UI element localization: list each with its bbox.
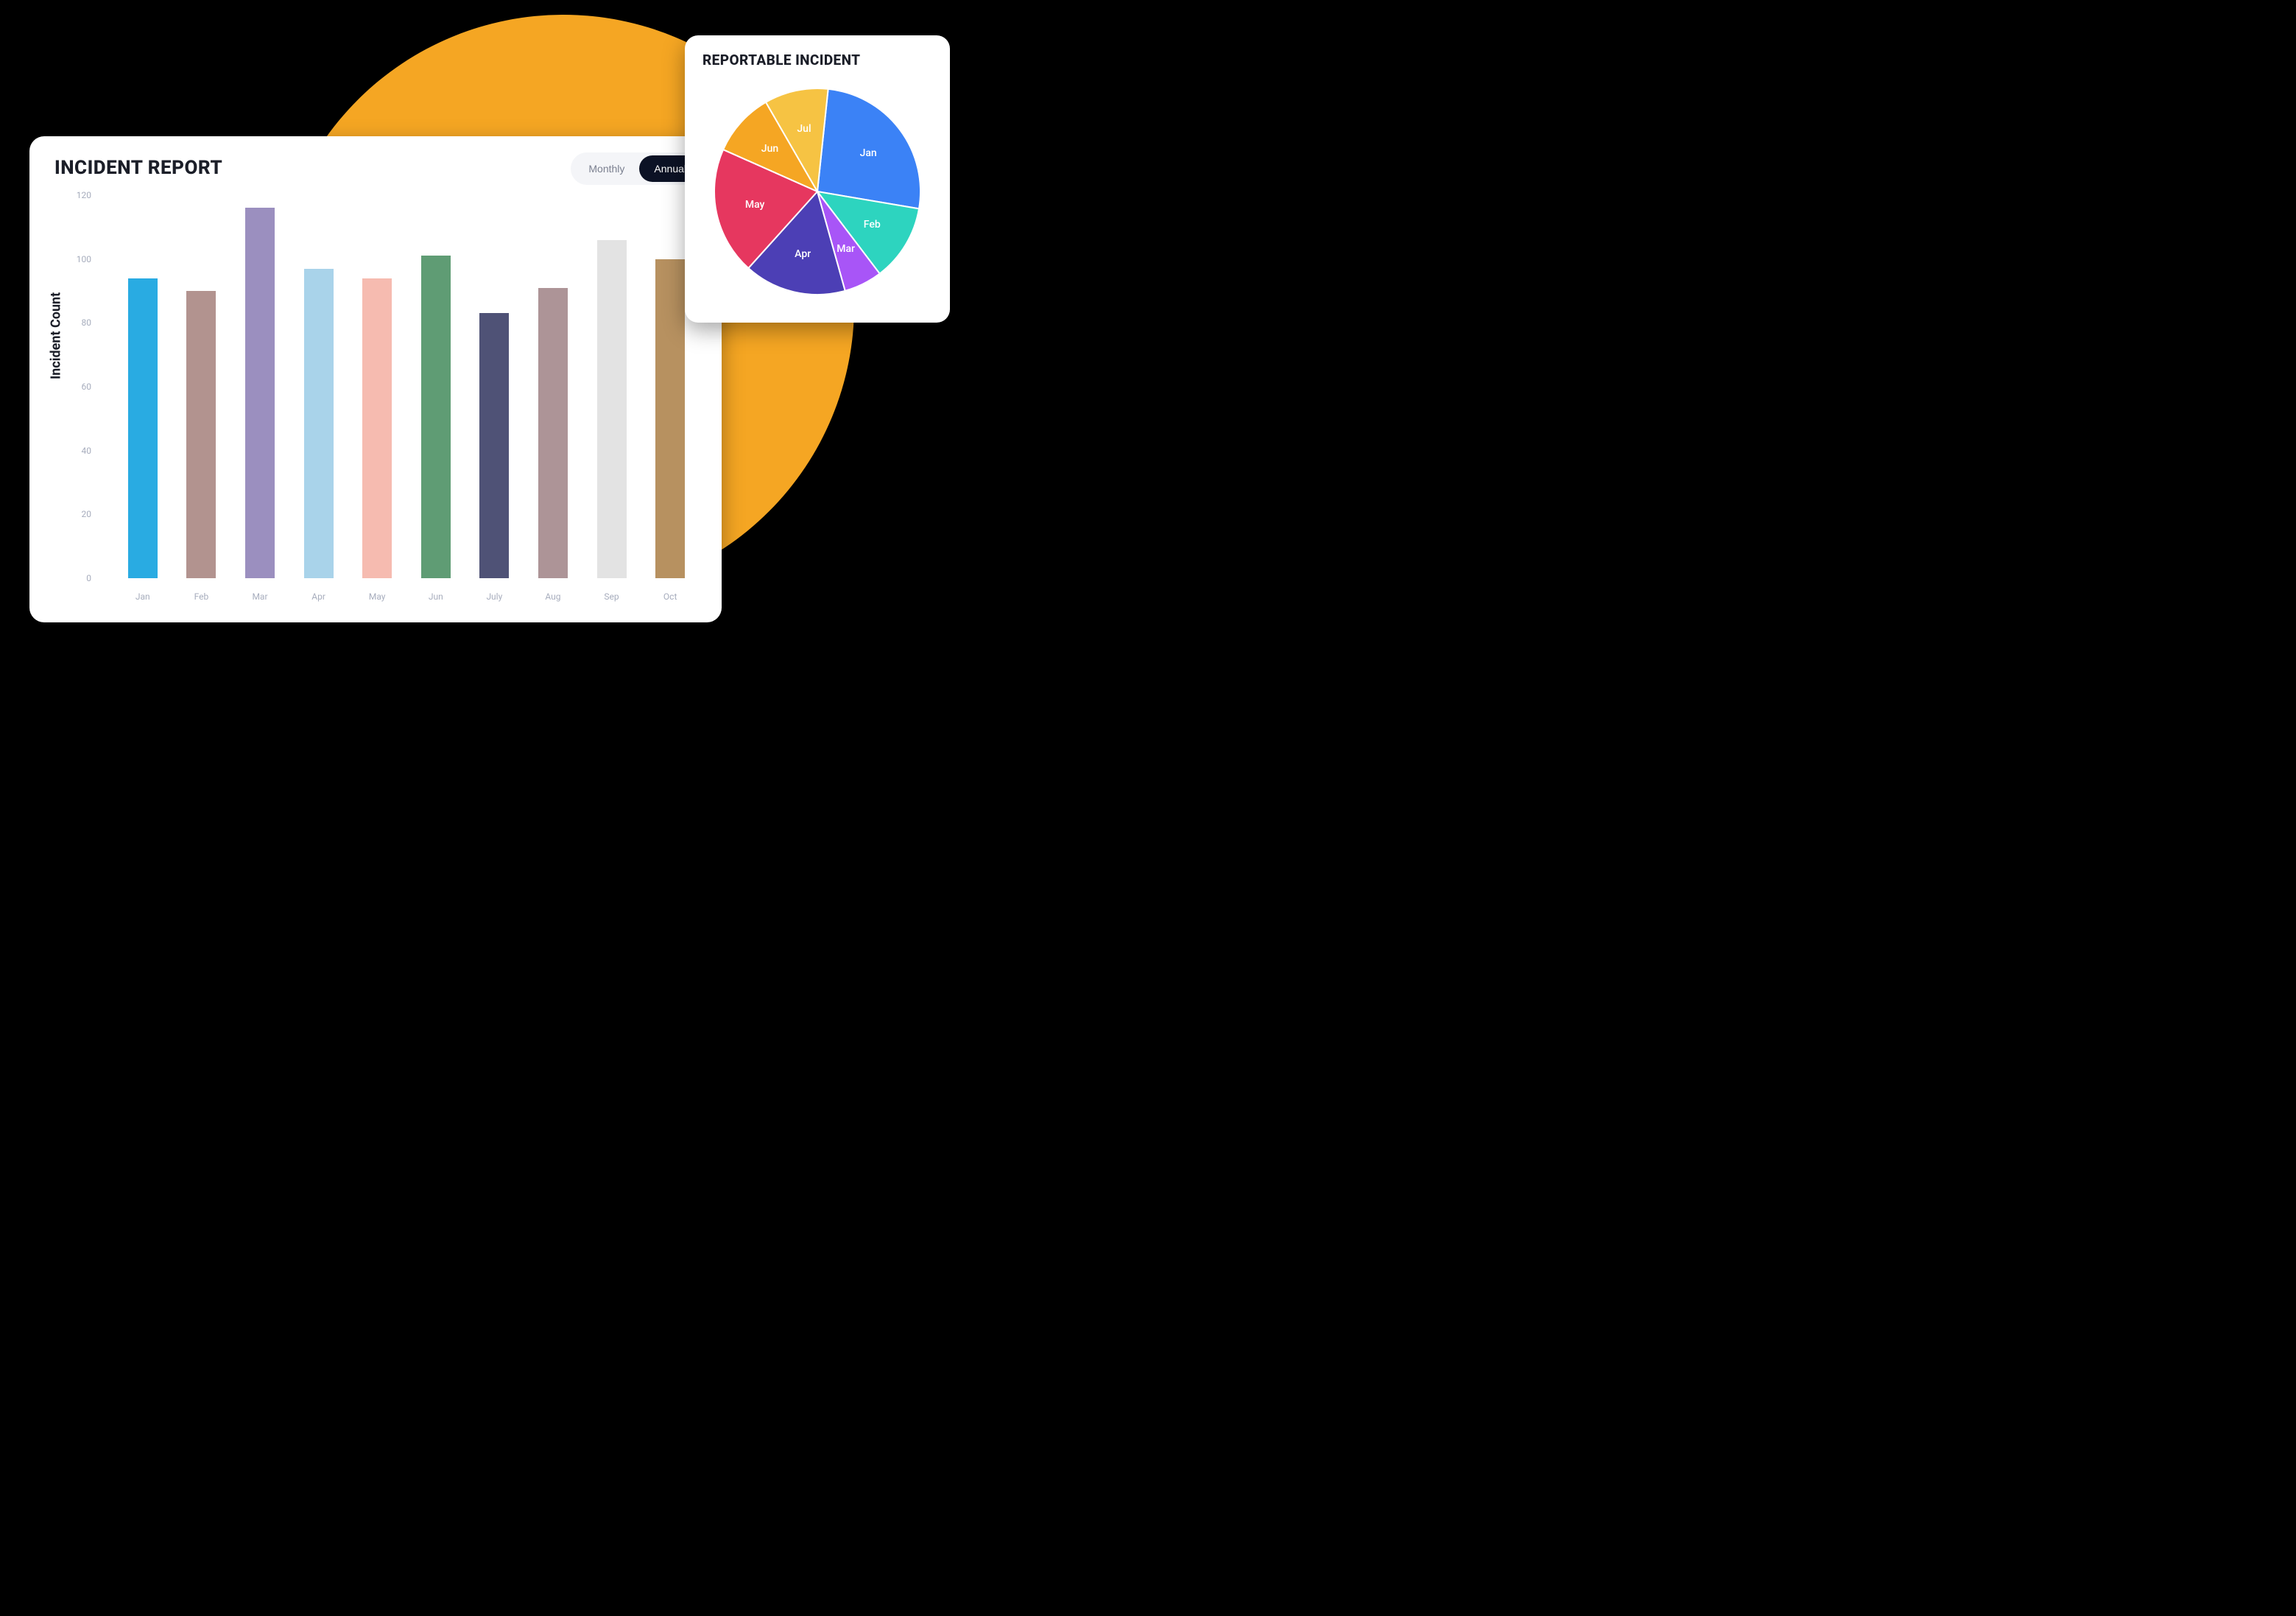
bar: [655, 259, 685, 578]
bar-chart-ytick: 60: [71, 382, 91, 392]
bar-column: [524, 195, 582, 578]
bar-chart-xlabel: Apr: [289, 591, 348, 602]
bar: [245, 208, 275, 578]
bar: [538, 288, 568, 578]
pie-chart: JanFebMarAprMayJunJul: [711, 85, 924, 298]
bar-chart-ytick: 20: [71, 509, 91, 519]
bar-chart-ylabel: Incident Count: [49, 292, 64, 379]
bar-chart-ytick: 40: [71, 446, 91, 456]
bar-chart-xlabels: JanFebMarAprMayJunJulyAugSepOct: [113, 591, 700, 602]
bar: [186, 291, 216, 578]
bar-column: [465, 195, 524, 578]
incident-report-card: INCIDENT REPORT Monthly Annual Incident …: [29, 136, 722, 622]
bar: [362, 278, 392, 578]
bar-chart-ytick: 0: [71, 573, 91, 583]
bar-chart-xlabel: Jan: [113, 591, 172, 602]
bar-chart-ytick: 100: [71, 254, 91, 264]
bar-chart-xlabel: May: [348, 591, 406, 602]
bar-chart-area: 020406080100120: [88, 195, 700, 578]
bar-chart-xlabel: July: [465, 591, 524, 602]
bar: [304, 269, 334, 578]
bar-column: [582, 195, 641, 578]
bar-chart-xlabel: Sep: [582, 591, 641, 602]
bar: [479, 313, 509, 578]
bar-chart-xlabel: Jun: [406, 591, 465, 602]
bar-chart-xlabel: Feb: [172, 591, 231, 602]
bar-chart-xlabel: Mar: [230, 591, 289, 602]
bar-chart-ytick: 120: [71, 190, 91, 200]
bar: [597, 240, 627, 578]
stage: INCIDENT REPORT Monthly Annual Incident …: [0, 0, 994, 700]
bar-column: [406, 195, 465, 578]
bar: [128, 278, 158, 578]
pie-chart-title: REPORTABLE INCIDENT: [702, 52, 932, 68]
bar-column: [348, 195, 406, 578]
pie-svg: [711, 85, 924, 298]
reportable-incident-card: REPORTABLE INCIDENT JanFebMarAprMayJunJu…: [685, 35, 950, 323]
bar-column: [230, 195, 289, 578]
period-toggle: Monthly Annual: [571, 152, 704, 185]
bar-column: [172, 195, 231, 578]
bar-column: [113, 195, 172, 578]
bar-chart-bars: [113, 195, 700, 578]
bar: [421, 256, 451, 578]
bar-chart-xlabel: Aug: [524, 591, 582, 602]
toggle-monthly-button[interactable]: Monthly: [574, 155, 639, 182]
bar-column: [289, 195, 348, 578]
bar-chart-xlabel: Oct: [641, 591, 700, 602]
pie-slice: [817, 89, 920, 209]
bar-chart-ytick: 80: [71, 317, 91, 328]
